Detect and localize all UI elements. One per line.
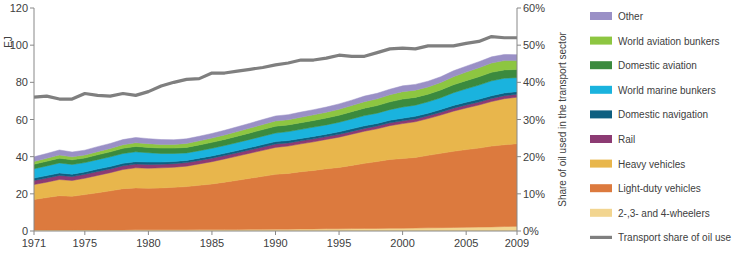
x-tick bbox=[517, 231, 518, 235]
x-tick-label: 1995 bbox=[327, 237, 351, 249]
x-tick-label: 1990 bbox=[263, 237, 287, 249]
x-tick-label: 1971 bbox=[22, 237, 46, 249]
y-tick-label: 60 bbox=[16, 114, 28, 126]
legend: Other World aviation bunkers Domestic avia… bbox=[590, 11, 731, 243]
y2-tick-label: 0% bbox=[523, 225, 539, 237]
y2-tick-label: 20% bbox=[523, 151, 545, 163]
x-tick bbox=[466, 231, 467, 235]
y-tick bbox=[30, 8, 34, 9]
legend-line: 2-,3- and 4-wheelers bbox=[618, 208, 710, 219]
y2-tick-label: 40% bbox=[523, 76, 545, 88]
y-tick-label: 20 bbox=[16, 188, 28, 200]
legend-swatch bbox=[590, 86, 612, 94]
x-tick bbox=[34, 231, 35, 235]
x-tick-label: 2009 bbox=[505, 237, 529, 249]
y-tick-label: 80 bbox=[16, 76, 28, 88]
chart: 0204060801001200%10%20%30%40%50%60%19711… bbox=[0, 0, 750, 265]
x-tick bbox=[148, 231, 149, 235]
x-tick-label: 2000 bbox=[390, 237, 414, 249]
legend-line: Other bbox=[618, 11, 644, 22]
legend-swatch bbox=[590, 160, 612, 168]
legend-line: Domestic aviation bbox=[618, 60, 697, 71]
y2-tick bbox=[517, 8, 521, 9]
legend-label: Other bbox=[618, 11, 644, 22]
y2-tick-label: 50% bbox=[523, 39, 545, 51]
y-tick bbox=[30, 156, 34, 157]
legend-label: Light-duty vehicles bbox=[618, 183, 701, 194]
y-tick-label: 40 bbox=[16, 151, 28, 163]
y-tick bbox=[30, 231, 34, 232]
x-tick-label: 1980 bbox=[136, 237, 160, 249]
legend-swatch bbox=[590, 135, 612, 143]
y-tick bbox=[30, 45, 34, 46]
x-tick-label: 2005 bbox=[454, 237, 478, 249]
legend-label: 2-,3- and 4-wheelers bbox=[618, 208, 710, 219]
y2-tick-label: 10% bbox=[523, 188, 545, 200]
x-tick bbox=[339, 231, 340, 235]
legend-line: World aviation bunkers bbox=[618, 36, 720, 47]
x-tick-label: 1985 bbox=[200, 237, 224, 249]
legend-label: World marine bunkers bbox=[618, 85, 716, 96]
legend-label: Rail bbox=[618, 134, 635, 145]
legend-label: Domestic navigation bbox=[618, 109, 708, 120]
x-tick bbox=[275, 231, 276, 235]
legend-swatch bbox=[590, 37, 612, 45]
legend-label: Transport share of oil use bbox=[618, 232, 731, 243]
legend-line: Heavy vehicles bbox=[618, 159, 685, 170]
legend-swatch bbox=[590, 184, 612, 192]
legend-swatch bbox=[590, 12, 612, 20]
legend-label: Heavy vehicles bbox=[618, 159, 685, 170]
line bbox=[34, 37, 517, 99]
y2-tick bbox=[517, 45, 521, 46]
area bbox=[34, 54, 517, 161]
legend-line: Light-duty vehicles bbox=[618, 183, 701, 194]
legend-swatch bbox=[590, 61, 612, 69]
legend-swatch bbox=[590, 236, 612, 239]
x-tick bbox=[402, 231, 403, 235]
plot-area bbox=[34, 37, 517, 231]
x-tick bbox=[211, 231, 212, 235]
legend-label: Domestic aviation bbox=[618, 60, 697, 71]
y2-tick bbox=[517, 82, 521, 83]
legend-line: World marine bunkers bbox=[618, 85, 716, 96]
y2-tick-label: 60% bbox=[523, 2, 545, 14]
legend-label: World aviation bunkers bbox=[618, 36, 720, 47]
y2-axis-label: Share of oil used in the transport secto… bbox=[557, 32, 568, 207]
legend-line: Transport share of oil use bbox=[618, 232, 731, 243]
y-tick bbox=[30, 193, 34, 194]
legend-swatch bbox=[590, 209, 612, 217]
y-tick bbox=[30, 119, 34, 120]
x-tick bbox=[84, 231, 85, 235]
y2-tick bbox=[517, 193, 521, 194]
y-axis-label: EJ bbox=[3, 36, 14, 48]
y2-tick bbox=[517, 119, 521, 120]
y-tick-label: 0 bbox=[22, 225, 28, 237]
legend-swatch bbox=[590, 110, 612, 118]
legend-line: Domestic navigation bbox=[618, 109, 708, 120]
y2-tick bbox=[517, 156, 521, 157]
y-tick bbox=[30, 82, 34, 83]
legend-line: Rail bbox=[618, 134, 635, 145]
y2-tick-label: 30% bbox=[523, 114, 545, 126]
x-tick-label: 1975 bbox=[73, 237, 97, 249]
y-tick-label: 120 bbox=[10, 2, 28, 14]
y2-tick bbox=[517, 231, 521, 232]
